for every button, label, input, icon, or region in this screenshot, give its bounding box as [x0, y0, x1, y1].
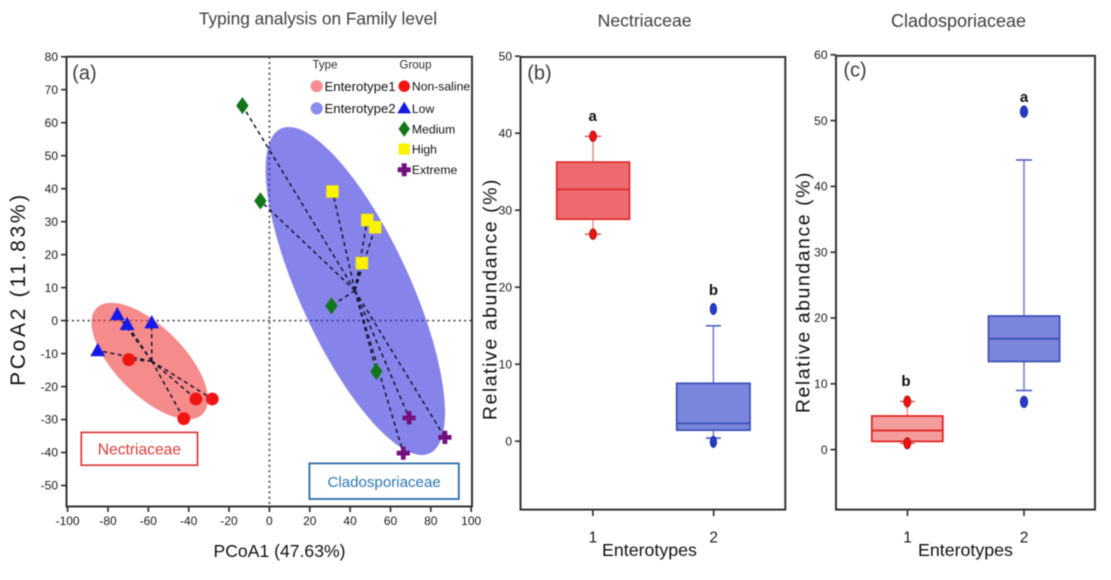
- svg-text:-60: -60: [140, 514, 158, 528]
- svg-text:10: 10: [814, 377, 828, 391]
- svg-text:20: 20: [499, 280, 513, 294]
- svg-text:20: 20: [814, 311, 828, 325]
- svg-text:100: 100: [461, 514, 481, 528]
- svg-text:80: 80: [424, 514, 438, 528]
- svg-text:High: High: [412, 143, 437, 157]
- svg-text:40: 40: [343, 514, 357, 528]
- svg-text:Relative abundance (%): Relative abundance (%): [793, 171, 815, 413]
- svg-text:Type: Type: [313, 60, 338, 72]
- svg-text:10: 10: [499, 357, 513, 371]
- svg-text:PCoA1 (47.63%): PCoA1 (47.63%): [213, 541, 345, 561]
- svg-text:1: 1: [589, 530, 598, 547]
- svg-text:-20: -20: [41, 380, 59, 394]
- svg-text:(c): (c): [843, 60, 866, 82]
- svg-text:-40: -40: [41, 446, 59, 460]
- svg-text:Enterotype1: Enterotype1: [325, 79, 396, 94]
- svg-text:Group: Group: [400, 60, 432, 72]
- svg-text:60: 60: [45, 116, 59, 130]
- svg-text:Nectriaceae: Nectriaceae: [598, 11, 692, 31]
- svg-text:Cladosporiaceae: Cladosporiaceae: [891, 11, 1026, 31]
- svg-text:30: 30: [499, 203, 513, 217]
- svg-text:50: 50: [45, 149, 59, 163]
- svg-text:Enterotypes: Enterotypes: [918, 540, 1013, 560]
- svg-text:1: 1: [903, 530, 912, 547]
- svg-text:-30: -30: [41, 413, 59, 427]
- svg-text:Enterotypes: Enterotypes: [602, 540, 697, 560]
- svg-text:0: 0: [505, 434, 512, 448]
- svg-text:Non-saline: Non-saline: [412, 80, 470, 94]
- svg-text:PCoA2 (11.83%): PCoA2 (11.83%): [7, 192, 30, 386]
- svg-text:Typing analysis on Family leve: Typing analysis on Family level: [199, 9, 437, 29]
- svg-text:-40: -40: [180, 514, 198, 528]
- svg-text:Low: Low: [412, 102, 435, 116]
- svg-text:0: 0: [821, 443, 828, 457]
- svg-text:50: 50: [499, 49, 513, 63]
- svg-text:60: 60: [814, 48, 828, 62]
- svg-text:80: 80: [45, 50, 59, 64]
- svg-text:Medium: Medium: [412, 122, 455, 136]
- svg-text:a: a: [589, 108, 598, 125]
- svg-text:20: 20: [303, 514, 317, 528]
- svg-text:40: 40: [45, 182, 59, 196]
- svg-text:20: 20: [45, 248, 59, 262]
- svg-text:2: 2: [709, 530, 718, 547]
- svg-text:30: 30: [814, 245, 828, 259]
- svg-text:Extreme: Extreme: [412, 163, 458, 177]
- svg-text:60: 60: [384, 514, 398, 528]
- svg-text:Nectriaceae: Nectriaceae: [98, 441, 181, 458]
- svg-text:Relative abundance (%): Relative abundance (%): [480, 178, 502, 420]
- svg-text:30: 30: [45, 215, 59, 229]
- svg-text:-20: -20: [220, 514, 238, 528]
- svg-text:a: a: [1020, 89, 1029, 106]
- svg-text:-80: -80: [99, 514, 117, 528]
- svg-text:0: 0: [266, 514, 273, 528]
- svg-text:(a): (a): [72, 63, 96, 85]
- svg-text:-10: -10: [41, 347, 59, 361]
- svg-text:2: 2: [1020, 530, 1029, 547]
- svg-text:40: 40: [814, 180, 828, 194]
- svg-text:50: 50: [814, 114, 828, 128]
- svg-text:(b): (b): [527, 63, 551, 85]
- svg-text:70: 70: [45, 83, 59, 97]
- svg-text:Enterotype2: Enterotype2: [325, 101, 396, 116]
- svg-text:b: b: [901, 373, 910, 390]
- svg-text:10: 10: [45, 281, 59, 295]
- svg-text:-100: -100: [56, 514, 80, 528]
- svg-text:Cladosporiaceae: Cladosporiaceae: [327, 474, 440, 491]
- svg-text:-50: -50: [41, 479, 59, 493]
- svg-text:b: b: [709, 282, 718, 299]
- svg-text:40: 40: [499, 126, 513, 140]
- svg-text:0: 0: [51, 314, 58, 328]
